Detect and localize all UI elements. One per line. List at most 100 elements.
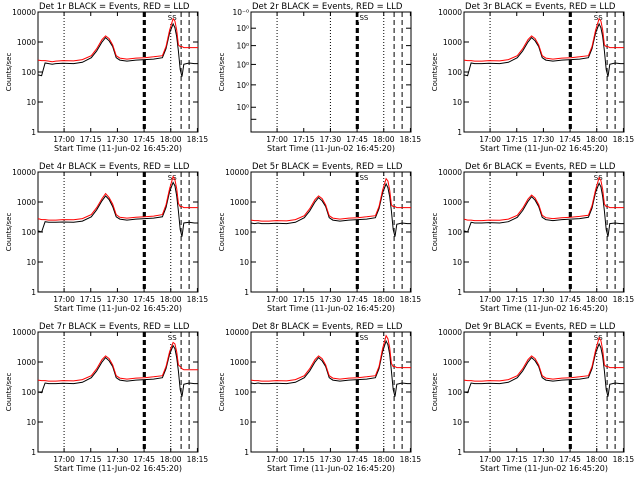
- series-lld-line: [37, 175, 198, 221]
- x-tick-label: 18:00: [160, 135, 182, 144]
- y-tick-label: 10: [239, 418, 249, 427]
- y-tick-label: 10⁰: [236, 42, 249, 51]
- series-events-line: [37, 22, 198, 77]
- y-tick-label: 1: [31, 288, 36, 297]
- x-tick-label: 17:15: [293, 135, 315, 144]
- x-tick-label: 17:15: [80, 455, 102, 464]
- panel-title: Det 5r BLACK = Events, RED = LLD: [252, 162, 403, 172]
- y-tick-label: 100: [22, 228, 37, 237]
- plot-frame: [250, 171, 412, 293]
- x-tick-label: 18:00: [586, 135, 608, 144]
- series-lld-line: [250, 177, 411, 222]
- series-lld-line: [463, 336, 624, 382]
- x-tick-label: 17:15: [80, 295, 102, 304]
- x-tick-label: 17:15: [506, 455, 528, 464]
- y-tick-label: 10000: [225, 168, 249, 177]
- series-lld-line: [463, 176, 624, 222]
- y-tick-label: 10: [452, 98, 462, 107]
- series-events-line: [37, 181, 198, 237]
- x-tick-label: 18:00: [586, 455, 608, 464]
- y-axis-label: Counts/sec: [431, 53, 439, 92]
- y-tick-label: 1: [31, 128, 36, 137]
- x-axis-label: Start Time (11-Jun-02 16:45:20): [54, 144, 182, 153]
- y-tick-label: 10⁰: [236, 24, 249, 33]
- y-tick-label: 1000: [17, 198, 36, 207]
- panel-title: Det 2r BLACK = Events, RED = LLD: [252, 2, 403, 12]
- panel-title: Det 8r BLACK = Events, RED = LLD: [252, 322, 403, 332]
- series-lld-line: [37, 341, 198, 382]
- x-tick-label: 18:15: [613, 135, 635, 144]
- y-tick-label: 10000: [438, 8, 462, 17]
- x-tick-label: 18:00: [373, 455, 395, 464]
- x-tick-label: 17:30: [533, 135, 555, 144]
- y-tick-label: 10: [26, 258, 36, 267]
- y-tick-label: 10: [452, 258, 462, 267]
- y-tick-label: 1: [244, 448, 249, 457]
- x-tick-label: 18:00: [373, 295, 395, 304]
- x-tick-label: 17:45: [133, 455, 155, 464]
- plot-frame: [37, 171, 199, 293]
- marker-bg: [592, 13, 605, 22]
- series-lld-line: [250, 334, 411, 382]
- y-axis-label: Counts/sec: [218, 53, 226, 92]
- plot-frame: [250, 11, 412, 133]
- y-tick-label: 1000: [443, 198, 462, 207]
- x-tick-label: 17:00: [266, 135, 288, 144]
- panel-title: Det 9r BLACK = Events, RED = LLD: [465, 322, 616, 332]
- y-tick-label: 100: [22, 388, 37, 397]
- x-tick-label: 18:15: [400, 295, 422, 304]
- y-tick-label: 10000: [12, 168, 36, 177]
- y-tick-label: 1: [457, 448, 462, 457]
- y-tick-label: 1: [31, 448, 36, 457]
- y-tick-label: 10: [26, 98, 36, 107]
- y-tick-label: 100: [235, 388, 250, 397]
- y-tick-label: 10000: [438, 328, 462, 337]
- x-tick-label: 18:15: [187, 135, 209, 144]
- x-tick-label: 17:00: [53, 135, 75, 144]
- x-axis-label: Start Time (11-Jun-02 16:45:20): [267, 464, 395, 473]
- plot-frame: [250, 331, 412, 453]
- y-tick-label: 1000: [230, 358, 249, 367]
- series-lld-line: [37, 17, 198, 63]
- y-axis-label: Counts/sec: [5, 53, 13, 92]
- y-tick-label: 100: [448, 68, 463, 77]
- series-lld-line: [463, 17, 624, 62]
- x-axis-label: Start Time (11-Jun-02 16:45:20): [54, 304, 182, 313]
- x-tick-label: 18:00: [586, 295, 608, 304]
- y-tick-label: 1000: [17, 38, 36, 47]
- y-tick-label: 10⁰: [236, 60, 249, 69]
- marker-bg: [358, 13, 371, 22]
- x-tick-label: 17:00: [53, 295, 75, 304]
- marker-label: SS: [359, 14, 368, 22]
- y-axis-label: Counts/sec: [5, 373, 13, 412]
- y-tick-label: 10⁰: [236, 81, 249, 90]
- x-axis-label: Start Time (11-Jun-02 16:45:20): [267, 304, 395, 313]
- x-tick-label: 17:30: [320, 135, 342, 144]
- x-tick-label: 18:15: [400, 135, 422, 144]
- panel-det-6: Det 6r BLACK = Events, RED = LLD 1 10 100 10…: [431, 162, 634, 313]
- x-tick-label: 17:30: [107, 455, 129, 464]
- y-tick-label: 1000: [230, 198, 249, 207]
- x-tick-label: 17:00: [53, 455, 75, 464]
- marker-bg: [358, 173, 371, 182]
- panel-det-5: Det 5r BLACK = Events, RED = LLD 1 10 100 10…: [218, 162, 421, 313]
- marker-label: SS: [168, 14, 177, 22]
- y-tick-label: 10⁻⁰: [232, 8, 249, 17]
- x-tick-label: 17:45: [559, 455, 581, 464]
- x-tick-label: 17:30: [320, 295, 342, 304]
- plot-frame: [463, 11, 625, 133]
- plot-frame: [37, 331, 199, 453]
- y-axis-label: Counts/sec: [5, 213, 13, 252]
- y-tick-label: 1000: [443, 38, 462, 47]
- panel-title: Det 1r BLACK = Events, RED = LLD: [39, 2, 190, 12]
- x-tick-label: 17:30: [533, 295, 555, 304]
- marker-label: SS: [359, 334, 368, 342]
- y-tick-label: 10000: [12, 328, 36, 337]
- marker-label: SS: [359, 174, 368, 182]
- panel-title: Det 7r BLACK = Events, RED = LLD: [39, 322, 190, 332]
- x-tick-label: 17:15: [293, 455, 315, 464]
- y-tick-label: 10000: [438, 168, 462, 177]
- y-tick-label: 10⁰: [236, 103, 249, 112]
- panel-title: Det 4r BLACK = Events, RED = LLD: [39, 162, 190, 172]
- x-tick-label: 17:30: [107, 135, 129, 144]
